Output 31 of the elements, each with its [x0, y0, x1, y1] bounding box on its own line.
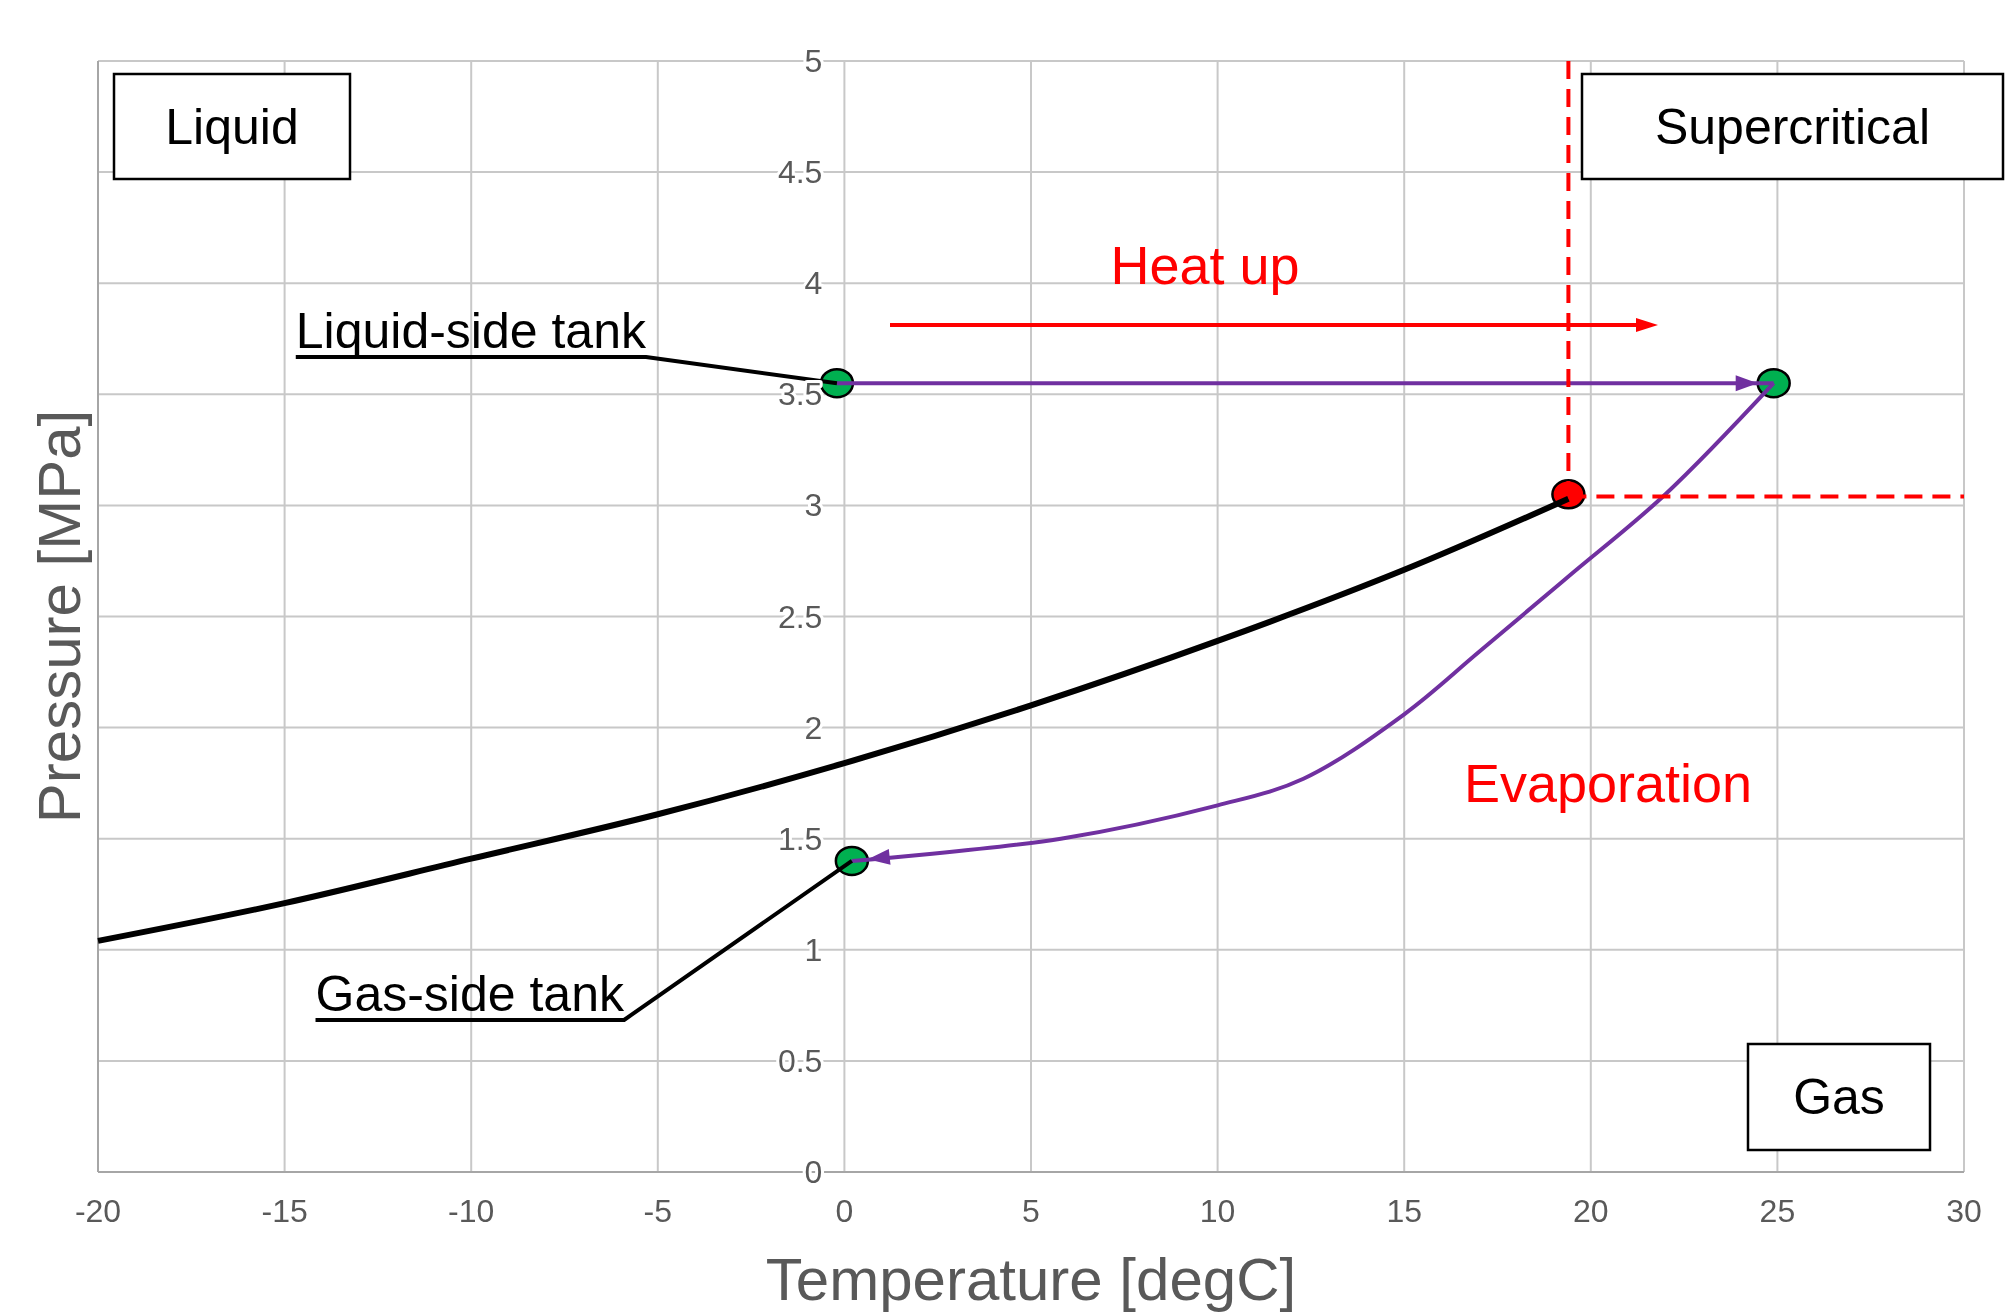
x-axis-title: Temperature [degC]: [765, 1246, 1297, 1313]
x-tick-label: -5: [643, 1193, 673, 1229]
annotation: Gas: [1793, 1069, 1885, 1125]
x-tick-label: 20: [1573, 1193, 1609, 1229]
y-tick-label: 4: [804, 265, 823, 302]
annotation: Liquid-side tank: [295, 303, 647, 359]
y-tick-label: 0.5: [777, 1042, 823, 1079]
x-tick-label: 5: [1022, 1193, 1040, 1229]
annotation: Supercritical: [1654, 98, 1931, 155]
annotation: Heat up: [1110, 235, 1300, 295]
x-tick-label: -15: [261, 1193, 308, 1229]
x-tick-label: -20: [74, 1193, 122, 1229]
y-tick-label: 1: [804, 931, 823, 968]
y-tick-label: 4.5: [777, 154, 823, 191]
x-tick-label: 30: [1946, 1193, 1982, 1229]
y-tick-label: 2.5: [777, 598, 823, 635]
y-tick-label: 3: [804, 487, 823, 524]
y-tick-label: 0: [804, 1154, 823, 1190]
y-tick-label: 5: [804, 43, 823, 79]
x-tick-label: 0: [835, 1193, 854, 1229]
y-axis-title: Pressure [MPa]: [26, 409, 93, 824]
annotation: Evaporation: [1463, 753, 1753, 813]
x-tick-label: 10: [1199, 1193, 1236, 1229]
x-tick-label: -10: [448, 1193, 495, 1229]
x-tick-label: 15: [1386, 1193, 1422, 1229]
annotation: Gas-side tank: [315, 966, 625, 1022]
y-tick-label: 2: [804, 709, 823, 746]
x-tick-label: 25: [1759, 1193, 1796, 1229]
y-tick-label: 3.5: [777, 376, 823, 413]
y-tick-label: 1.5: [777, 820, 823, 857]
annotation: Liquid: [165, 98, 299, 155]
